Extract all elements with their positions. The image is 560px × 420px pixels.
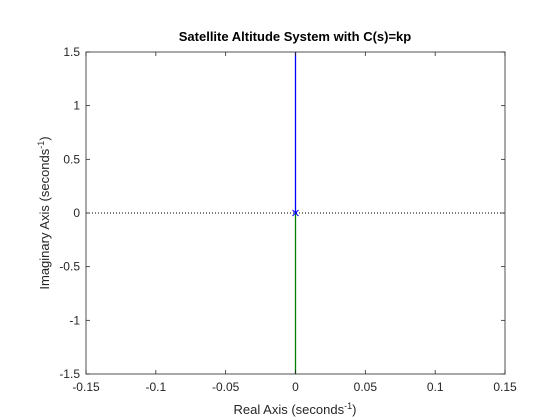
x-tick-label: -0.1: [145, 380, 166, 394]
y-axis-label-end: ): [37, 136, 52, 140]
x-axis-label-main: Real Axis (seconds: [234, 402, 345, 417]
chart-title: Satellite Altitude System with C(s)=kp: [179, 29, 412, 44]
y-ticks: -1.5 -1 -0.5 0 0.5 1 1.5: [59, 45, 505, 381]
y-tick-label: -1.5: [59, 367, 80, 381]
x-tick-label: -0.05: [212, 380, 240, 394]
y-tick-label: 0.5: [63, 152, 80, 166]
x-tick-label: 0.05: [354, 380, 378, 394]
y-axis-label: Imaginary Axis (seconds-1): [36, 136, 52, 289]
y-axis-label-main: Imaginary Axis (seconds: [37, 148, 52, 289]
pole-layer: [292, 209, 299, 217]
x-ticks: -0.15 -0.1 -0.05 0 0.05 0.1 0.15: [72, 52, 517, 394]
y-axis-label-group: Imaginary Axis (seconds-1): [36, 136, 52, 289]
y-tick-label: 0: [73, 206, 80, 220]
x-tick-label: -0.15: [72, 380, 100, 394]
pole-marker-1: [292, 209, 299, 217]
y-tick-label: -1: [69, 313, 80, 327]
x-tick-label: 0: [292, 380, 299, 394]
x-axis-label: Real Axis (seconds-1): [234, 401, 357, 417]
y-tick-label: 1.5: [63, 45, 80, 59]
y-tick-label: -0.5: [59, 260, 80, 274]
y-axis-label-sup: -1: [36, 141, 46, 149]
x-axis-label-end: ): [352, 402, 356, 417]
y-tick-label: 1: [73, 99, 80, 113]
x-tick-label: 0.1: [427, 380, 444, 394]
x-tick-label: 0.15: [493, 380, 517, 394]
x-axis-label-sup: -1: [344, 401, 352, 411]
